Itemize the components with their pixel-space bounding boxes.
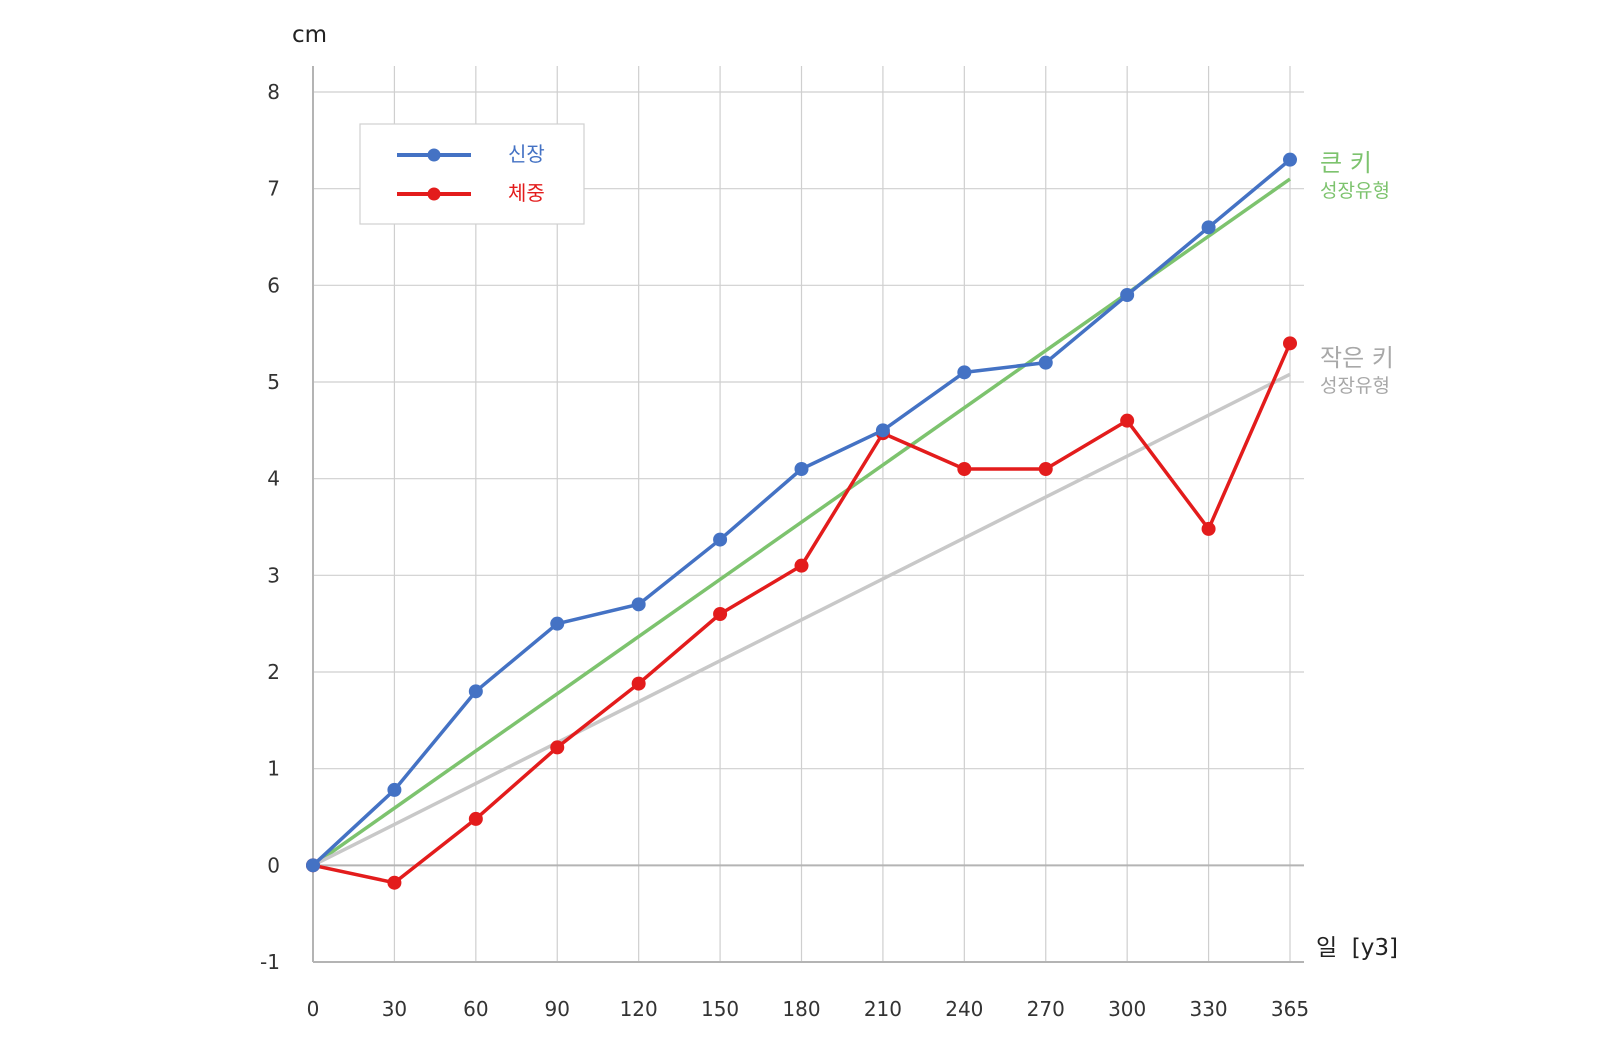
data-point-height [387, 782, 402, 797]
data-point-height [468, 684, 483, 699]
x-tick-label: 210 [864, 997, 902, 1021]
legend-label-height: 신장 [508, 142, 545, 166]
reference-line-short [312, 372, 1291, 867]
y-tick-label: 3 [267, 563, 280, 587]
x-tick-label: 270 [1027, 997, 1065, 1021]
x-tick-label: 365 [1271, 997, 1309, 1021]
data-point-weight [957, 462, 972, 476]
ref-label-tall-title: 큰 키 [1320, 149, 1372, 177]
y-tick-label: 0 [267, 853, 280, 877]
data-point-height [1120, 288, 1135, 302]
legend-marker-weight [427, 187, 441, 201]
x-tick-label: 90 [545, 997, 570, 1021]
data-point-height [306, 858, 320, 873]
data-point-weight [1201, 521, 1216, 536]
legend-marker-height [427, 148, 441, 162]
data-point-weight [713, 607, 728, 621]
grid [313, 66, 1304, 962]
legend: 신장 체중 [359, 123, 585, 225]
y-tick-label: 7 [267, 177, 280, 201]
data-point-weight [550, 740, 565, 755]
y-tick-label: 6 [267, 273, 280, 297]
data-point-weight [1120, 413, 1135, 428]
data-point-height [1201, 220, 1216, 235]
data-point-height [957, 365, 972, 380]
x-tick-label: 30 [382, 997, 407, 1021]
data-point-weight [794, 558, 809, 573]
x-tick-label: 0 [307, 997, 320, 1021]
x-tick-label: 150 [701, 997, 739, 1021]
data-point-weight [387, 875, 402, 890]
series-lines [306, 152, 1297, 890]
y-tick-label: 1 [267, 757, 280, 781]
reference-labels: 큰 키 성장유형 작은 키 성장유형 [1320, 149, 1394, 397]
ref-label-short-subtitle: 성장유형 [1320, 375, 1390, 397]
data-point-height [713, 532, 728, 547]
legend-box [359, 123, 585, 225]
x-tick-label: 300 [1108, 997, 1146, 1021]
x-axis-label: 일 [y3] [1316, 935, 1398, 961]
data-point-height [631, 597, 646, 612]
legend-label-weight: 체중 [508, 181, 545, 205]
y-axis-label: cm [292, 22, 327, 48]
data-point-height [1038, 355, 1053, 370]
axes [312, 66, 1304, 963]
y-tick-label: 8 [267, 80, 280, 104]
x-tick-label: 180 [782, 997, 820, 1021]
tick-labels: 0 30 60 90 120 150 180 210 240 270 300 330 365-10123… [260, 80, 1309, 1021]
x-tick-label: 330 [1189, 997, 1227, 1021]
data-point-height [794, 462, 809, 476]
y-tick-label: 5 [267, 370, 280, 394]
x-tick-label: 240 [945, 997, 983, 1021]
x-tick-label: 60 [463, 997, 488, 1021]
data-point-weight [631, 676, 646, 691]
data-point-height [875, 423, 890, 438]
data-point-weight [1038, 462, 1053, 476]
y-tick-label: 4 [267, 467, 280, 491]
data-point-weight [1283, 336, 1297, 351]
y-tick-label: 2 [267, 660, 280, 684]
ref-label-tall-subtitle: 성장유형 [1320, 180, 1390, 202]
x-tick-label: 120 [620, 997, 658, 1021]
data-point-weight [468, 811, 483, 826]
data-point-height [550, 616, 565, 631]
y-tick-label: -1 [260, 950, 280, 974]
data-point-height [1283, 152, 1297, 167]
ref-label-short-title: 작은 키 [1320, 344, 1394, 372]
